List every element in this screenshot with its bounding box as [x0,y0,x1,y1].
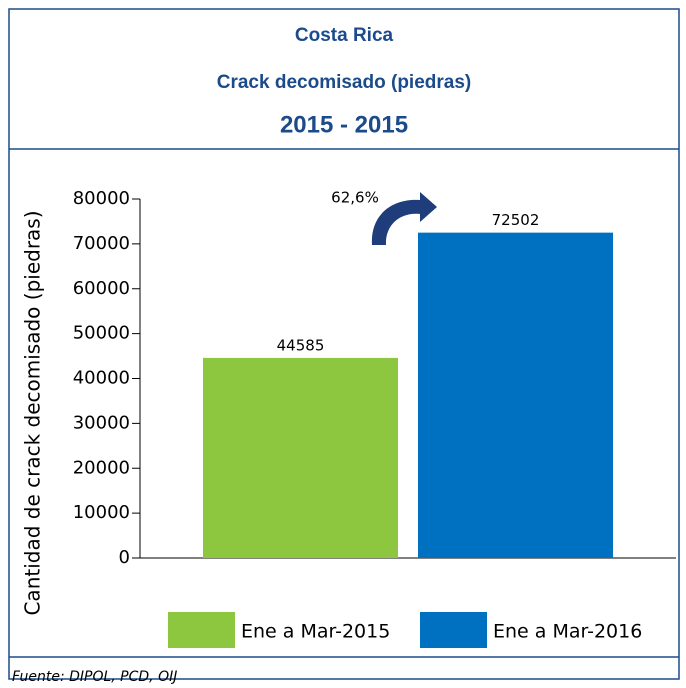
legend-label: Ene a Mar-2016 [493,621,642,643]
y-tick-label: 60000 [73,278,130,299]
chart-title: Costa Rica [295,25,394,46]
y-tick-label: 0 [119,547,130,568]
bar [418,232,613,558]
chart-subtitle: Crack decomisado (piedras) [217,72,471,93]
value-label: 44585 [277,336,325,354]
y-tick-label: 70000 [73,233,130,254]
y-tick-label: 50000 [73,323,130,344]
y-tick-label: 20000 [73,457,130,478]
annotation: 62,6% [331,189,379,207]
arrow [371,192,437,245]
legend-swatch [420,612,487,648]
frame [8,8,680,680]
bar [203,357,398,558]
value-label: 72502 [492,211,540,229]
source: Fuente: DIPOL, PCD, OIJ [12,669,177,685]
y-tick-label: 80000 [73,188,130,209]
y-tick-label: 30000 [73,412,130,433]
y-tick-label: 10000 [73,502,130,523]
y-axis-label: Cantidad de crack decomisado (piedras) [21,210,45,615]
legend-swatch [168,612,235,648]
y-tick-label: 40000 [73,368,130,389]
legend-label: Ene a Mar-2015 [241,621,390,643]
chart-period: 2015 - 2015 [280,111,408,138]
